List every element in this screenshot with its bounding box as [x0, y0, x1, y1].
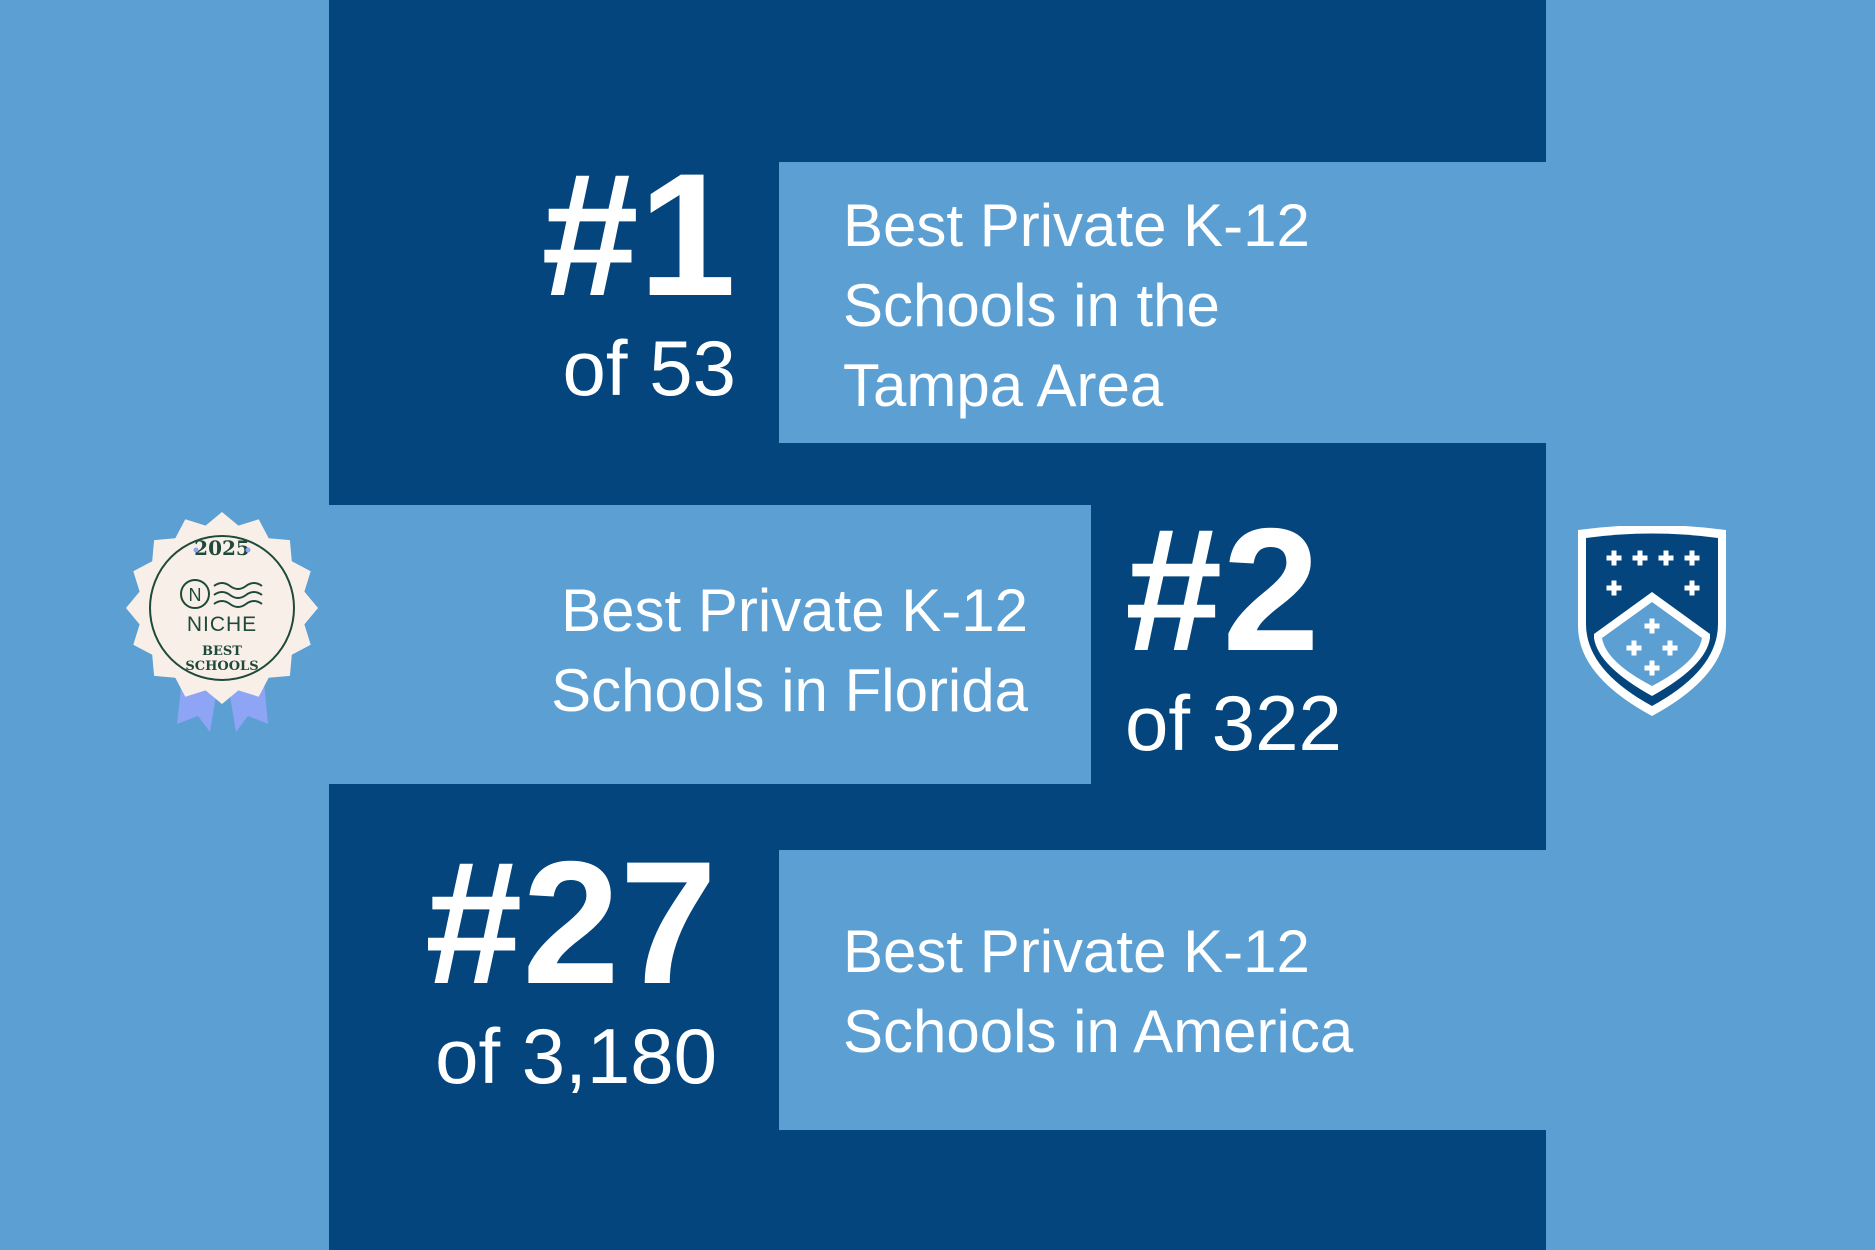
ranking-3-line1: Best Private K-12 — [843, 918, 1310, 985]
ranking-2: #2 of 322 — [1125, 503, 1342, 768]
ranking-1-total: of 53 — [562, 324, 736, 412]
ranking-3-line2: Schools in America — [843, 998, 1354, 1065]
svg-text:N: N — [189, 585, 202, 605]
badge-year: 2025 — [194, 536, 250, 560]
badge-brand: NICHE — [187, 613, 257, 636]
niche-badge-icon: 2025 N NICHE BEST SCHOOLS — [126, 512, 318, 732]
ranking-1-line1: Best Private K-12 — [843, 192, 1310, 259]
ranking-2-line2: Schools in Florida — [551, 657, 1028, 724]
badge-line1: BEST — [202, 644, 242, 659]
ranking-3-number: #27 — [425, 826, 717, 1021]
ranking-1-description: Best Private K-12 Schools in the Tampa A… — [843, 186, 1310, 426]
ranking-1: #1 of 53 — [541, 148, 736, 413]
ranking-3-description: Best Private K-12 Schools in America — [843, 912, 1353, 1072]
ranking-3-band: Best Private K-12 Schools in America — [779, 850, 1875, 1130]
ranking-1-band: Best Private K-12 Schools in the Tampa A… — [779, 162, 1546, 443]
ranking-2-number: #2 — [1125, 493, 1320, 688]
school-crest-icon — [1578, 526, 1726, 716]
ranking-2-total: of 322 — [1125, 679, 1342, 767]
ranking-1-number: #1 — [541, 138, 736, 333]
ranking-2-description: Best Private K-12 Schools in Florida — [551, 571, 1028, 731]
ranking-1-line3: Tampa Area — [843, 352, 1164, 419]
badge-line2: SCHOOLS — [185, 659, 258, 674]
ranking-1-line2: Schools in the — [843, 272, 1220, 339]
ranking-3-total: of 3,180 — [435, 1012, 717, 1100]
ranking-3: #27 of 3,180 — [425, 836, 717, 1101]
ranking-2-line1: Best Private K-12 — [561, 577, 1028, 644]
ranking-2-band: Best Private K-12 Schools in Florida — [329, 505, 1091, 784]
